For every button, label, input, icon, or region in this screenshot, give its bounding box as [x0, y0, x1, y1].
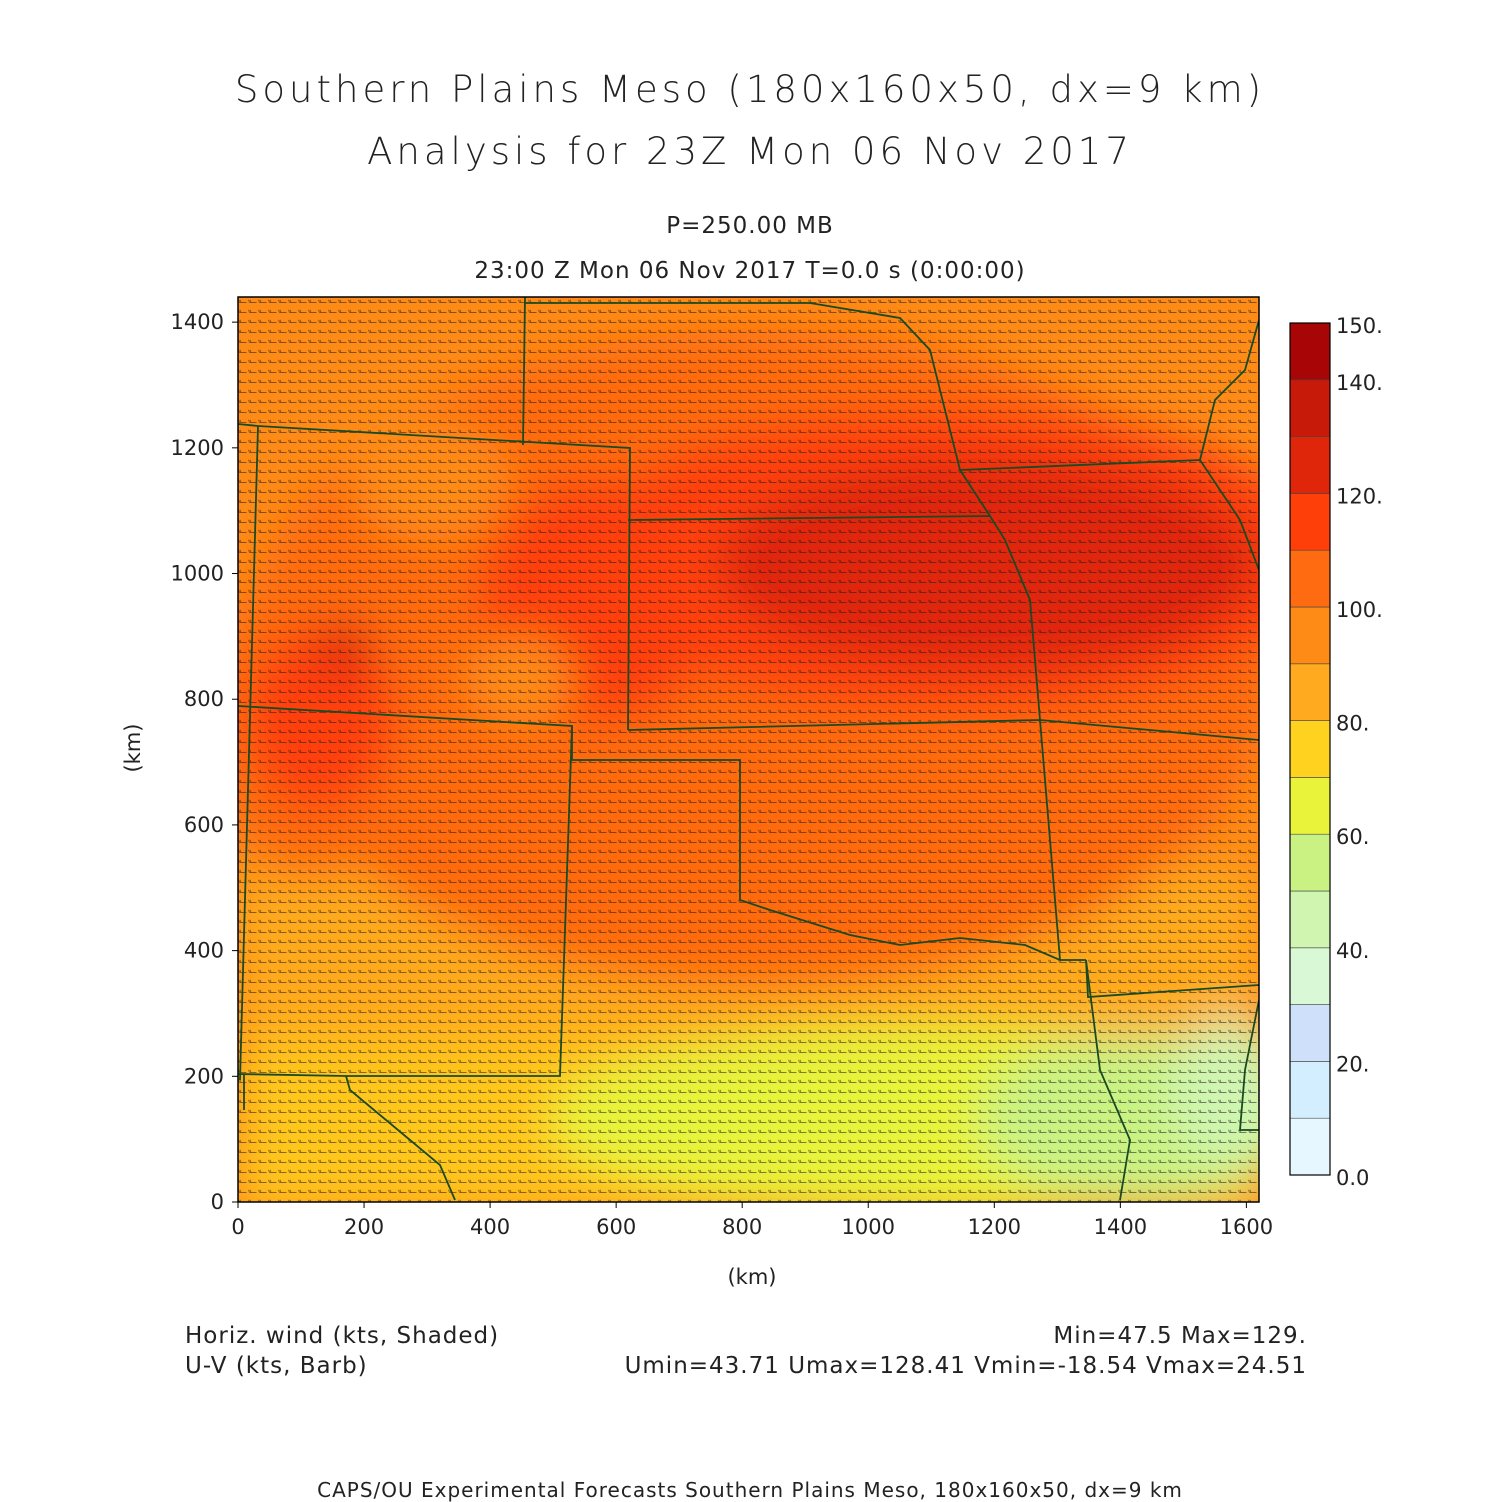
colorbar-bin [1289, 777, 1331, 835]
x-tick-label: 1000 [842, 1215, 895, 1239]
y-axis-ticks: 0 200 400 600 800 1000 1200 1400 [171, 310, 238, 1214]
min-max-stats: Min=47.5 Max=129. [1053, 1323, 1307, 1349]
y-tick-label: 800 [184, 687, 224, 711]
map-title-line1: Southern Plains Meso (180x160x50, dx=9 k… [234, 68, 1266, 111]
x-axis-ticks: 0 200 400 600 800 1000 1200 1400 1600 [231, 1202, 1273, 1239]
valid-time: 23:00 Z Mon 06 Nov 2017 T=0.0 s (0:00:00… [474, 258, 1026, 284]
colorbar-bin [1289, 720, 1331, 778]
colorbar-label: 20. [1336, 1052, 1369, 1076]
y-tick-label: 200 [184, 1064, 224, 1088]
colorbar-labels: 150. 140. 120. 100. 80. 60. 40. 20. 0.0 [1336, 314, 1383, 1190]
x-tick-label: 1200 [968, 1215, 1021, 1239]
colorbar-bin [1289, 549, 1331, 608]
colorbar-label: 150. [1336, 314, 1383, 338]
colorbar [1289, 322, 1331, 1176]
x-tick-label: 400 [470, 1215, 510, 1239]
colorbar-bin [1289, 493, 1331, 551]
x-tick-label: 800 [722, 1215, 762, 1239]
colorbar-bin [1289, 1004, 1331, 1062]
y-axis-label: (km) [121, 723, 145, 772]
x-axis-label: (km) [727, 1265, 776, 1289]
colorbar-label: 120. [1336, 484, 1383, 508]
y-tick-label: 1200 [171, 436, 224, 460]
colorbar-bin [1289, 322, 1331, 381]
y-tick-label: 400 [184, 939, 224, 963]
credit-line: CAPS/OU Experimental Forecasts Southern … [317, 1478, 1183, 1502]
wind-barbs [238, 297, 1259, 1202]
x-tick-label: 600 [596, 1215, 636, 1239]
shaded-field-label: Horiz. wind (kts, Shaded) [185, 1323, 500, 1349]
uv-stats: Umin=43.71 Umax=128.41 Vmin=-18.54 Vmax=… [624, 1353, 1307, 1379]
x-tick-label: 1400 [1094, 1215, 1147, 1239]
y-tick-label: 600 [184, 813, 224, 837]
x-tick-label: 200 [344, 1215, 384, 1239]
colorbar-bin [1289, 1061, 1331, 1119]
colorbar-frame [1289, 322, 1331, 1176]
colorbar-bin [1289, 833, 1331, 892]
y-tick-label: 1000 [171, 562, 224, 586]
colorbar-label: 100. [1336, 598, 1383, 622]
colorbar-bin [1289, 663, 1331, 721]
colorbar-bin [1289, 1117, 1331, 1176]
pressure-level: P=250.00 MB [666, 213, 834, 239]
x-tick-label: 1600 [1220, 1215, 1273, 1239]
state-borders [238, 297, 1259, 1201]
colorbar-label: 80. [1336, 712, 1369, 736]
colorbar-bin [1289, 379, 1331, 437]
colorbar-label: 60. [1336, 825, 1369, 849]
colorbar-bin [1289, 890, 1331, 949]
colorbar-bin [1289, 606, 1331, 665]
colorbar-bin [1289, 436, 1331, 494]
y-tick-label: 1400 [171, 310, 224, 334]
plot-frame [237, 296, 1260, 1203]
colorbar-label: 0.0 [1336, 1166, 1369, 1190]
colorbar-bin [1289, 947, 1331, 1005]
colorbar-label: 40. [1336, 939, 1369, 963]
x-tick-label: 0 [231, 1215, 244, 1239]
y-tick-label: 0 [211, 1190, 224, 1214]
map-title-line2: Analysis for 23Z Mon 06 Nov 2017 [367, 130, 1133, 173]
barb-field-label: U-V (kts, Barb) [185, 1353, 368, 1379]
colorbar-label: 140. [1336, 371, 1383, 395]
